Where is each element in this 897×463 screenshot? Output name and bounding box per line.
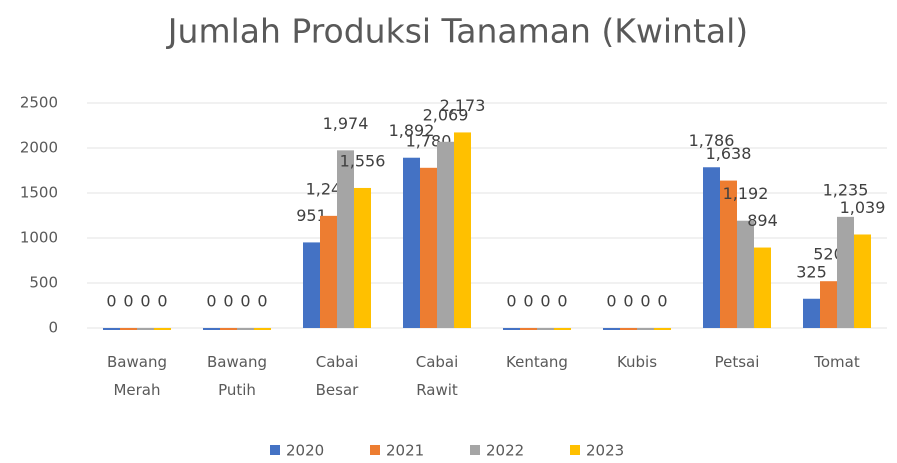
bar	[454, 132, 471, 328]
bar	[437, 141, 454, 328]
x-tick-label: Petsai	[715, 353, 760, 371]
bar	[154, 328, 171, 330]
legend-swatch	[270, 445, 280, 455]
bar	[637, 328, 654, 330]
x-tick-label: Kentang	[506, 353, 568, 371]
bar	[237, 328, 254, 330]
value-label: 951	[296, 206, 327, 225]
bar	[420, 167, 437, 328]
value-label: 0	[223, 292, 233, 311]
value-label: 1,556	[340, 151, 386, 170]
bar	[720, 180, 737, 328]
bar	[603, 328, 620, 330]
x-tick-label: Bawang Merah	[107, 353, 167, 399]
value-label: 1,638	[706, 144, 752, 163]
value-label: 0	[657, 292, 667, 311]
y-tick-label: 500	[29, 274, 58, 292]
bar	[754, 247, 771, 328]
bar	[654, 328, 671, 330]
value-label: 0	[606, 292, 616, 311]
bar	[520, 328, 537, 330]
bar	[103, 328, 120, 330]
value-label: 0	[257, 292, 267, 311]
value-label: 2,069	[423, 105, 469, 124]
legend-label: 2023	[586, 442, 624, 460]
bar	[703, 167, 720, 328]
value-label: 1,039	[840, 198, 886, 217]
value-label: 0	[506, 292, 516, 311]
legend-swatch	[370, 445, 380, 455]
y-tick-label: 1500	[20, 184, 58, 202]
value-label: 520	[813, 245, 844, 264]
value-label: 1,974	[323, 114, 369, 133]
x-tick-label: Cabai Rawit	[416, 353, 459, 399]
value-label: 325	[796, 262, 827, 281]
bar	[120, 328, 137, 330]
bar	[554, 328, 571, 330]
bar	[837, 216, 854, 328]
legend-swatch	[470, 445, 480, 455]
bar	[820, 281, 837, 328]
value-label: 0	[240, 292, 250, 311]
bar	[503, 328, 520, 330]
value-label: 1,892	[389, 121, 435, 140]
bar	[303, 242, 320, 328]
value-label: 1,235	[823, 180, 869, 199]
bar	[537, 328, 554, 330]
y-tick-label: 0	[48, 319, 58, 337]
value-label: 894	[747, 211, 778, 230]
legend-label: 2021	[386, 442, 424, 460]
legend-label: 2020	[286, 442, 324, 460]
bar	[203, 328, 220, 330]
bar	[254, 328, 271, 330]
bar	[803, 298, 820, 328]
value-label: 1,786	[689, 131, 735, 150]
x-tick-label: Kubis	[617, 353, 657, 371]
bar	[337, 150, 354, 328]
value-label: 1,192	[723, 184, 769, 203]
y-tick-label: 2500	[20, 94, 58, 112]
value-label: 2,173	[440, 96, 486, 115]
chart-title: Jumlah Produksi Tanaman (Kwintal)	[166, 12, 748, 51]
value-label: 0	[106, 292, 116, 311]
value-label: 0	[140, 292, 150, 311]
value-label: 0	[206, 292, 216, 311]
bar	[403, 157, 420, 328]
value-label: 0	[623, 292, 633, 311]
value-label: 0	[157, 292, 167, 311]
value-label: 0	[123, 292, 133, 311]
value-label: 0	[557, 292, 567, 311]
bar	[320, 215, 337, 328]
legend-label: 2022	[486, 442, 524, 460]
value-label: 0	[523, 292, 533, 311]
value-label: 0	[640, 292, 650, 311]
legend-swatch	[570, 445, 580, 455]
bar	[354, 187, 371, 328]
x-tick-label: Tomat	[813, 353, 860, 371]
bar	[620, 328, 637, 330]
x-tick-label: Cabai Besar	[316, 353, 360, 399]
y-tick-label: 2000	[20, 139, 58, 157]
bar	[737, 220, 754, 328]
value-label: 0	[540, 292, 550, 311]
y-tick-label: 1000	[20, 229, 58, 247]
bar	[220, 328, 237, 330]
bar	[137, 328, 154, 330]
bar	[854, 234, 871, 328]
x-tick-label: Bawang Putih	[207, 353, 267, 399]
